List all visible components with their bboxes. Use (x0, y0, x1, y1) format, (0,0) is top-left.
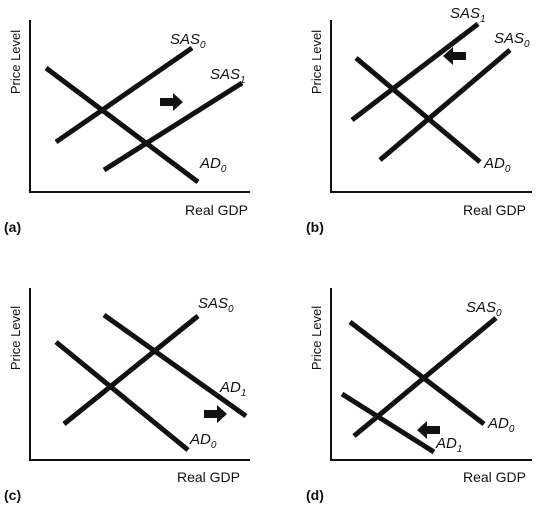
panel-b-label: (b) (306, 219, 324, 235)
panel-a-x-axis-label: Real GDP (185, 202, 248, 218)
panel-b-x-axis-label: Real GDP (463, 202, 526, 218)
panel-b: Price Level Real GDP (b) SAS1 SAS0 AD0 (306, 5, 532, 235)
panel-a-ad0-label: AD0 (199, 155, 227, 175)
panel-d-ad1-curve (340, 391, 436, 455)
panel-d: Price Level Real GDP (d) SAS0 AD0 AD1 (306, 288, 532, 503)
panel-b-shift-left-arrow-icon (443, 47, 466, 65)
panel-a-ad0-curve (44, 66, 200, 184)
panel-a-sas1-label: SAS1 (210, 66, 246, 86)
panel-d-label: (d) (306, 487, 324, 503)
panel-a-shift-right-arrow-icon (160, 93, 183, 111)
panel-d-axes (330, 288, 532, 461)
panel-b-sas0-label: SAS0 (494, 30, 530, 50)
panel-d-shift-left-arrow-icon (417, 421, 440, 439)
panel-a-sas0-label: SAS0 (170, 31, 206, 51)
panel-c-x-axis-label: Real GDP (177, 469, 240, 485)
panel-a-y-axis-label: Price Level (8, 30, 23, 94)
panel-a-sas0-curve (54, 45, 194, 145)
panel-b-axes (330, 20, 532, 193)
panel-b-sas1-curve (350, 22, 480, 122)
panel-b-ad0-curve (354, 56, 482, 164)
panel-c-sas0-curve (62, 314, 200, 426)
panel-c-label: (c) (4, 487, 21, 503)
panel-c-sas0-label: SAS0 (198, 295, 234, 315)
panel-c-axes (29, 288, 250, 461)
panel-d-x-axis-label: Real GDP (463, 469, 526, 485)
panel-a: Price Level Real GDP (a) SAS0 SAS1 AD0 (4, 20, 250, 235)
panel-d-y-axis-label: Price Level (309, 306, 324, 370)
panel-c-ad0-label: AD0 (189, 431, 217, 451)
panel-c-y-axis-label: Price Level (8, 306, 23, 370)
panel-c: Price Level Real GDP (c) SAS0 AD1 AD0 (4, 288, 250, 503)
panel-d-ad0-curve (348, 320, 486, 426)
panel-b-sas0-curve (378, 48, 512, 162)
panel-b-ad0-label: AD0 (483, 155, 511, 175)
panel-a-axes (29, 20, 250, 193)
panel-a-label: (a) (4, 219, 21, 235)
panel-b-y-axis-label: Price Level (309, 30, 324, 94)
panel-d-ad0-label: AD0 (487, 415, 515, 435)
panel-c-ad0-curve (54, 340, 190, 452)
panel-c-shift-right-arrow-icon (204, 405, 227, 423)
panel-c-ad1-curve (102, 312, 248, 419)
panel-c-ad1-label: AD1 (219, 379, 246, 399)
panel-d-sas0-label: SAS0 (466, 299, 502, 319)
panel-b-sas1-label: SAS1 (450, 5, 486, 25)
panel-d-ad1-label: AD1 (435, 435, 462, 455)
panel-a-sas1-curve (102, 80, 244, 173)
